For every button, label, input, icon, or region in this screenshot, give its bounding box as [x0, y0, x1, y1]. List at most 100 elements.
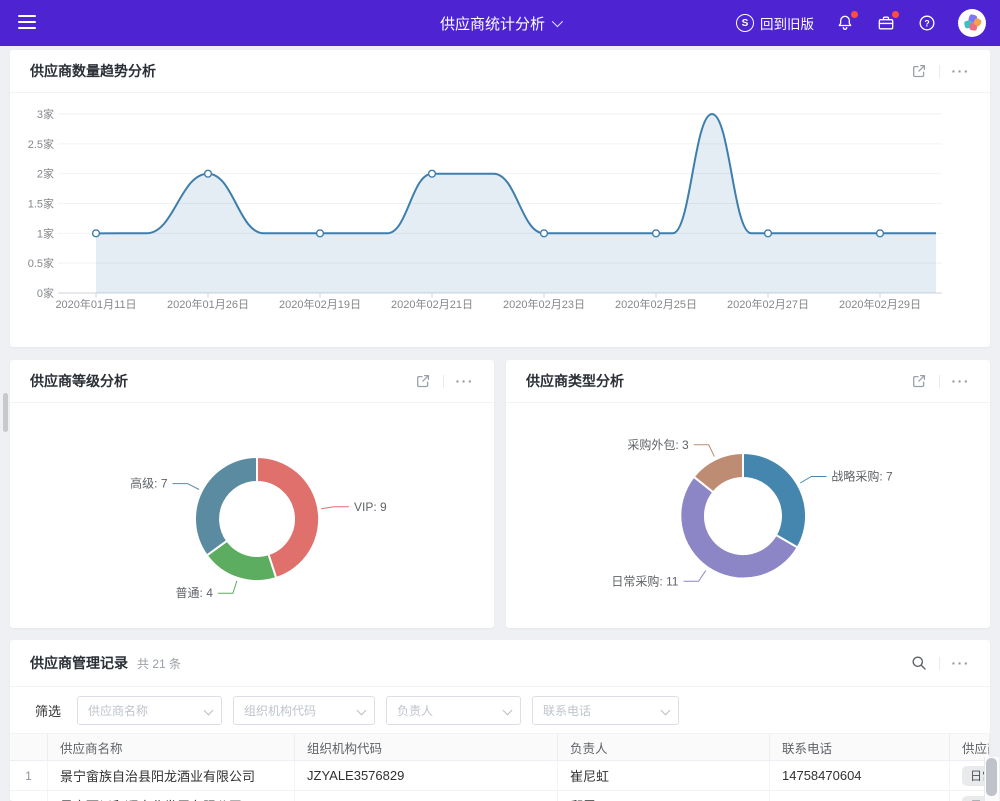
pie-slice-label: 采购外包: 3	[627, 437, 689, 452]
table-row[interactable]: 1 景宁畲族自治县阳龙酒业有限公司 JZYALE3576829 崔尼虹 14758470…	[10, 761, 990, 791]
row-number-header	[10, 734, 48, 760]
pie-slice-战略采购[interactable]	[742, 451, 808, 549]
table-scrollbar-thumb[interactable]	[986, 758, 997, 796]
chevron-down-icon	[356, 705, 367, 715]
row-number: 1	[10, 761, 48, 790]
type-card: 供应商类型分析 ··· 战略采购: 7 日常采购: 11 采购外包: 3	[506, 360, 990, 628]
more-options-icon[interactable]: ···	[455, 373, 474, 389]
chevron-down-icon	[203, 705, 214, 715]
svg-text:?: ?	[924, 18, 929, 28]
chevron-down-icon	[502, 705, 513, 715]
chevron-down-icon	[660, 705, 671, 715]
x-axis-tick-label: 2020年02月19日	[279, 297, 361, 311]
data-point-marker[interactable]	[315, 229, 325, 238]
grade-donut-chart[interactable]: VIP: 9 普通: 4 高级: 7	[10, 403, 494, 627]
search-icon[interactable]	[911, 655, 927, 671]
more-options-icon[interactable]: ···	[951, 63, 970, 79]
export-icon[interactable]	[911, 373, 927, 389]
page-scrollbar-thumb[interactable]	[3, 393, 8, 432]
x-axis-tick-label: 2020年01月26日	[167, 297, 249, 311]
data-point-marker[interactable]	[763, 229, 773, 238]
column-header: 负责人	[558, 734, 770, 760]
data-point-marker[interactable]	[91, 229, 101, 238]
filter-select-3[interactable]: 负责人	[386, 695, 522, 725]
org-code-cell: JZYALE3576829	[295, 791, 558, 801]
filter-select-1[interactable]: 供应商名称	[77, 695, 223, 725]
phone-cell: 14758470604	[770, 761, 950, 790]
back-to-old-version-label: 回到旧版	[760, 17, 814, 32]
label-leader-line	[217, 580, 238, 594]
phone-cell: 14758470604	[770, 791, 950, 801]
data-point-marker[interactable]	[539, 229, 549, 238]
records-card-title: 供应商管理记录	[30, 655, 128, 671]
y-axis-tick-label: 0家	[37, 286, 54, 300]
filter-placeholder: 组织机构代码	[244, 703, 317, 718]
workbench-badge-dot	[892, 11, 899, 18]
label-leader-line	[172, 483, 200, 490]
divider	[938, 656, 940, 670]
data-point-marker[interactable]	[427, 169, 437, 178]
help-icon[interactable]: ?	[917, 13, 937, 33]
filter-select-2[interactable]: 组织机构代码	[233, 695, 376, 725]
notification-bell-icon[interactable]	[835, 11, 858, 33]
y-axis-tick-label: 2.5家	[28, 137, 54, 151]
type-donut-chart[interactable]: 战略采购: 7 日常采购: 11 采购外包: 3	[506, 403, 990, 627]
column-header: 联系电话	[770, 734, 950, 760]
filter-placeholder: 供应商名称	[88, 703, 149, 718]
table-row[interactable]: 2景宁丽川和顺农业发展有限公司JZYALE3576829邱霞1475847060…	[10, 791, 990, 801]
x-axis-tick-label: 2020年02月25日	[615, 297, 697, 311]
notification-badge-dot	[851, 11, 858, 18]
more-options-icon[interactable]: ···	[951, 373, 970, 389]
user-avatar[interactable]	[958, 9, 986, 37]
pie-slice-label: 战略采购: 7	[831, 469, 893, 484]
trend-line	[95, 112, 936, 235]
pie-slice-VIP[interactable]	[256, 455, 321, 580]
trend-line-chart[interactable]: 0家 0.5家 1家 1.5家 2家 2.5家 3家 2020年01月11日 2020年01月2…	[10, 92, 990, 344]
filter-select-4[interactable]: 联系电话	[532, 695, 680, 725]
trend-card-title: 供应商数量趋势分析	[30, 63, 156, 79]
pie-slice-高级[interactable]	[193, 455, 258, 557]
filter-placeholder: 负责人	[397, 703, 434, 718]
x-axis-tick-label: 2020年02月21日	[391, 297, 473, 311]
export-icon[interactable]	[911, 63, 927, 79]
data-point-marker[interactable]	[651, 229, 661, 238]
records-card: 供应商管理记录 共 21 条 ··· 筛选 供应商名称 组织机构代码 负责人 联系电话…	[10, 640, 990, 801]
supplier-name-cell: 景宁丽川和顺农业发展有限公司	[48, 791, 295, 801]
data-point-marker[interactable]	[875, 229, 885, 238]
app-logo-icon	[964, 14, 982, 31]
pie-slice-日常采购[interactable]	[679, 475, 799, 580]
person-cell: 崔尼虹	[558, 761, 770, 790]
pie-slice-采购外包[interactable]	[692, 451, 744, 494]
column-header: 供应商名称	[48, 734, 295, 760]
y-axis-tick-label: 3家	[37, 107, 54, 121]
back-to-old-version-button[interactable]: S 回到旧版	[736, 13, 814, 33]
records-count: 共 21 条	[137, 656, 182, 671]
pie-slice-label: 日常采购: 11	[611, 573, 678, 588]
type-badge: 日常采购	[962, 795, 989, 801]
page-title-dropdown[interactable]: 供应商统计分析	[439, 0, 564, 46]
label-leader-line	[321, 506, 349, 510]
person-cell: 邱霞	[558, 791, 770, 801]
more-options-icon[interactable]: ···	[951, 655, 970, 671]
version-circle-icon: S	[736, 14, 754, 32]
table-header-row: 供应商名称组织机构代码负责人联系电话供应商类型	[10, 734, 990, 761]
x-axis-tick-label: 2020年02月27日	[727, 297, 809, 311]
page-title: 供应商统计分析	[439, 15, 546, 33]
column-header: 供应商类型	[950, 734, 990, 760]
workbench-briefcase-icon[interactable]	[876, 11, 899, 33]
export-icon[interactable]	[415, 373, 431, 389]
hamburger-menu-icon[interactable]	[18, 15, 36, 33]
filter-placeholder: 联系电话	[543, 703, 592, 718]
chevron-down-icon	[551, 15, 564, 28]
y-axis-tick-label: 1家	[37, 226, 54, 240]
pie-slice-label: 高级: 7	[130, 476, 168, 491]
x-axis-tick-label: 2020年01月11日	[55, 297, 136, 311]
divider	[442, 374, 444, 388]
data-point-marker[interactable]	[203, 169, 213, 178]
x-axis-tick-label: 2020年02月29日	[839, 297, 921, 311]
row-number: 2	[10, 791, 48, 801]
label-leader-line	[799, 476, 827, 484]
label-leader-line	[693, 444, 715, 457]
grade-card: 供应商等级分析 ··· VIP: 9 普通: 4 高级: 7	[10, 360, 494, 628]
y-axis-tick-label: 1.5家	[28, 197, 54, 211]
